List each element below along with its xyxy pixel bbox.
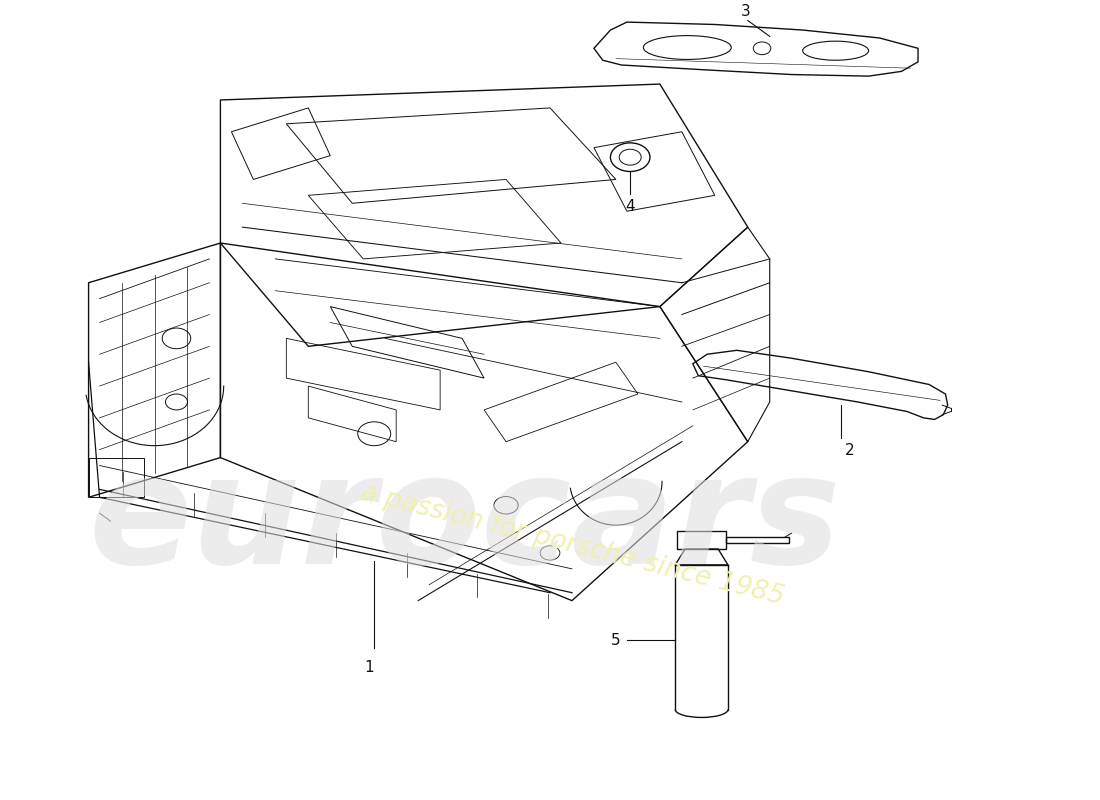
Text: 4: 4 bbox=[626, 199, 635, 214]
Text: a passion for porsche since 1985: a passion for porsche since 1985 bbox=[358, 480, 786, 610]
Text: 1: 1 bbox=[364, 660, 374, 675]
Text: 2: 2 bbox=[845, 443, 854, 458]
Text: 5: 5 bbox=[610, 633, 620, 648]
Text: eurocars: eurocars bbox=[89, 446, 842, 596]
Text: 3: 3 bbox=[740, 4, 750, 19]
